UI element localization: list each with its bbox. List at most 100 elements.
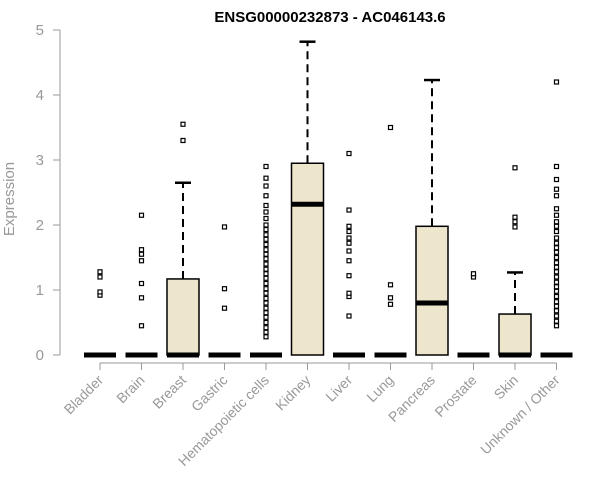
x-tick-label: Breast (149, 372, 189, 412)
outlier-point (553, 235, 560, 241)
outlier-point (553, 323, 560, 329)
outlier-point (553, 219, 560, 225)
outlier-point (263, 305, 269, 311)
x-tick-label: Prostate (431, 372, 479, 420)
box-group (540, 79, 573, 358)
outlier-point (346, 240, 352, 246)
outlier-point (553, 176, 560, 183)
outlier-point (346, 290, 352, 296)
outlier-point (263, 295, 269, 302)
outlier-point (180, 121, 186, 127)
y-tick-label: 5 (36, 22, 44, 39)
outlier-point (553, 274, 560, 280)
outlier-point (138, 212, 145, 218)
outlier-point (263, 209, 269, 215)
outlier-point (263, 202, 269, 209)
outlier-point (97, 269, 103, 275)
outlier-point (263, 310, 269, 316)
outlier-point (263, 236, 269, 242)
outlier-point (263, 286, 269, 292)
y-tick-label: 2 (36, 217, 44, 234)
outlier-point (346, 273, 352, 279)
outlier-point (221, 224, 228, 230)
outlier-point (138, 247, 145, 253)
outlier-point (263, 334, 269, 340)
outlier-point (553, 269, 560, 275)
outlier-point (346, 228, 352, 235)
outlier-point (263, 183, 269, 189)
outlier-point (221, 286, 228, 292)
box-group (415, 78, 449, 356)
iqr-box (498, 313, 532, 356)
box-group (290, 40, 325, 356)
x-tick-label: Bladder (61, 372, 107, 418)
outlier-point (263, 275, 269, 281)
outlier-point (346, 207, 352, 213)
outlier-point (263, 222, 269, 228)
outlier-point (553, 284, 560, 290)
outlier-point (263, 163, 269, 170)
box-group (250, 163, 282, 358)
outlier-point (553, 186, 560, 192)
outlier-point (553, 193, 560, 199)
outlier-point (263, 175, 269, 181)
iqr-box (415, 225, 449, 356)
outlier-point (387, 301, 394, 307)
outlier-point (512, 219, 518, 225)
box-group (333, 150, 365, 358)
outlier-point (387, 124, 394, 131)
outlier-point (346, 223, 352, 229)
x-tick-label: Unknown / Other (477, 372, 563, 458)
outlier-point (97, 274, 103, 280)
box-group (84, 269, 116, 358)
outlier-point (346, 150, 352, 157)
outlier-point (553, 163, 560, 170)
y-tick-label: 3 (36, 152, 44, 169)
outlier-point (346, 248, 352, 254)
y-tick-label: 0 (36, 347, 44, 364)
outlier-point (138, 323, 145, 329)
outlier-point (138, 258, 145, 264)
outlier-point (553, 260, 560, 266)
iqr-box (166, 278, 200, 356)
outlier-point (263, 232, 269, 238)
outlier-point (553, 254, 560, 261)
outlier-point (512, 214, 518, 220)
y-axis-label: Expression (1, 162, 18, 236)
outlier-point (553, 212, 560, 218)
outlier-point (553, 299, 560, 305)
outlier-point (553, 228, 560, 235)
outlier-point (512, 224, 518, 230)
box-group (374, 124, 407, 358)
outlier-point (263, 266, 269, 272)
outlier-point (553, 240, 560, 246)
outlier-point (387, 295, 394, 301)
box-group (208, 224, 241, 358)
outlier-point (263, 300, 269, 306)
outlier-point (553, 206, 560, 212)
x-tick-label: Skin (491, 372, 522, 403)
outlier-point (553, 264, 560, 270)
outlier-point (553, 279, 560, 285)
outlier-point (470, 271, 477, 277)
outlier-point (553, 245, 560, 251)
outlier-point (138, 251, 145, 257)
outlier-point (553, 249, 560, 255)
outlier-point (263, 290, 269, 296)
y-axis-ticks: 0 1 2 3 4 5 (36, 22, 60, 364)
outlier-point (263, 314, 269, 320)
x-tick-label: Kidney (272, 372, 314, 414)
outlier-point (221, 305, 228, 311)
outlier-point (553, 223, 560, 229)
chart-title: ENSG00000232873 - AC046143.6 (214, 9, 445, 26)
outlier-point (553, 303, 560, 309)
iqr-box (290, 162, 325, 356)
x-tick-label: Brain (113, 372, 147, 406)
box-group (166, 121, 200, 358)
boxes-layer (84, 40, 573, 358)
outlier-point (346, 258, 352, 264)
outlier-point (553, 288, 560, 294)
outlier-point (263, 325, 269, 331)
outlier-point (263, 261, 269, 267)
